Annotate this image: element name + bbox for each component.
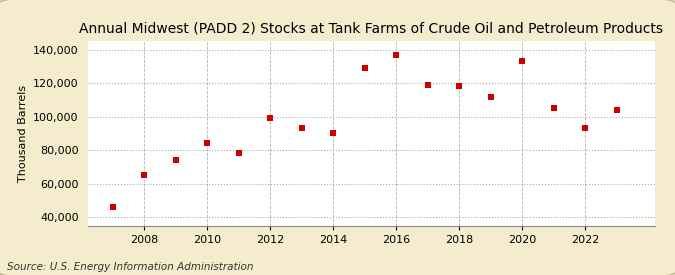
Point bbox=[202, 141, 213, 146]
Point bbox=[485, 94, 496, 99]
Title: Annual Midwest (PADD 2) Stocks at Tank Farms of Crude Oil and Petroleum Products: Annual Midwest (PADD 2) Stocks at Tank F… bbox=[79, 22, 664, 36]
Point bbox=[234, 151, 244, 156]
Point bbox=[265, 116, 276, 120]
Point bbox=[549, 106, 560, 111]
Point bbox=[360, 66, 371, 70]
Point bbox=[423, 82, 433, 87]
Y-axis label: Thousand Barrels: Thousand Barrels bbox=[18, 85, 28, 182]
Point bbox=[107, 205, 118, 209]
Text: Source: U.S. Energy Information Administration: Source: U.S. Energy Information Administ… bbox=[7, 262, 253, 272]
Point bbox=[171, 158, 182, 162]
Point bbox=[580, 126, 591, 131]
Point bbox=[139, 173, 150, 177]
Point bbox=[391, 53, 402, 57]
Point bbox=[328, 131, 339, 136]
Point bbox=[454, 84, 465, 89]
Point bbox=[296, 126, 307, 131]
Point bbox=[612, 108, 622, 112]
Point bbox=[517, 59, 528, 64]
